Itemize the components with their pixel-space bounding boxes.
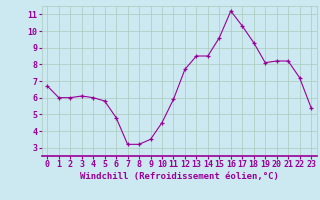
X-axis label: Windchill (Refroidissement éolien,°C): Windchill (Refroidissement éolien,°C)	[80, 172, 279, 181]
